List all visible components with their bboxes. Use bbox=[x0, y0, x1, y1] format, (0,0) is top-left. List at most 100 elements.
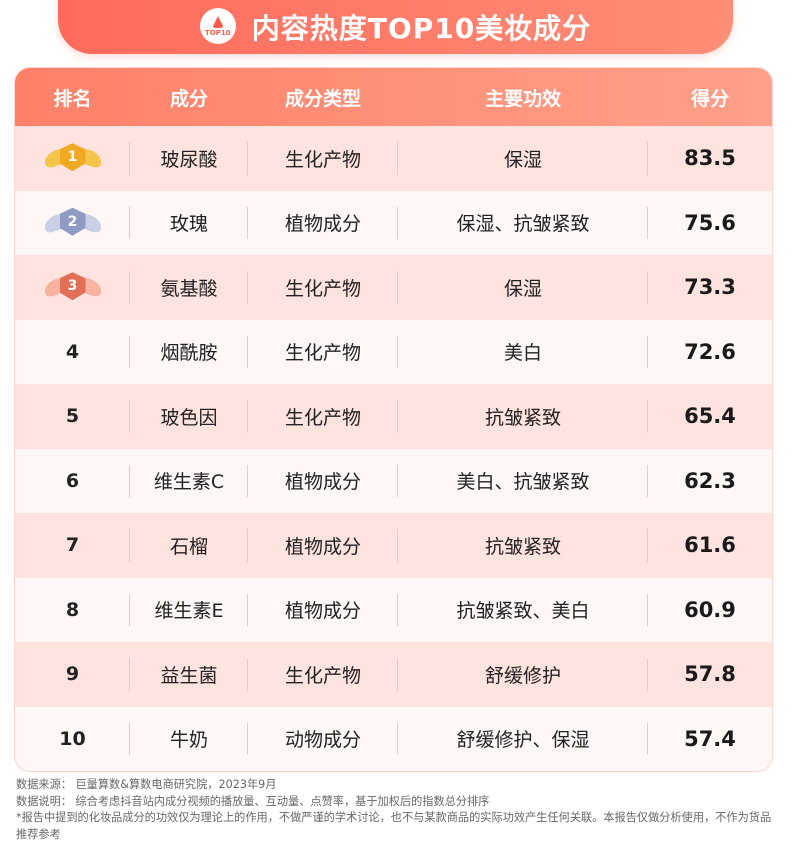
score-cell-text: 57.4 bbox=[684, 726, 736, 751]
rank-cell: 3 bbox=[15, 255, 130, 320]
footer-notes: 数据来源： 巨量算数&算数电商研究院，2023年9月 数据说明： 综合考虑抖音站… bbox=[16, 777, 778, 843]
effect-cell: 舒缓修护 bbox=[398, 642, 648, 707]
rank-cell: 6 bbox=[15, 449, 130, 514]
score-cell-text: 65.4 bbox=[684, 404, 736, 429]
rank-number: 10 bbox=[59, 727, 86, 750]
type-cell-text: 动物成分 bbox=[284, 729, 361, 752]
rank-cell: 5 bbox=[15, 384, 130, 449]
score-cell-text: 73.3 bbox=[684, 275, 736, 300]
type-cell: 生化产物 bbox=[248, 384, 398, 449]
score-cell-text: 75.6 bbox=[684, 210, 736, 235]
type-cell: 植物成分 bbox=[248, 191, 398, 256]
type-cell-text: 生化产物 bbox=[284, 406, 361, 429]
ingredient-cell: 维生素E bbox=[130, 578, 248, 643]
type-cell: 生化产物 bbox=[248, 642, 398, 707]
effect-cell: 保湿 bbox=[398, 255, 648, 320]
table-row: 5 玻色因 生化产物 抗皱紧致 65.4 bbox=[15, 384, 772, 449]
table-row: 1 玻尿酸 生化产物 保湿 83.5 bbox=[15, 126, 772, 191]
gold-medal-icon: 1 bbox=[44, 141, 101, 175]
type-cell-text: 植物成分 bbox=[284, 213, 361, 236]
rank-number: 4 bbox=[65, 340, 80, 363]
ingredient-cell: 玻尿酸 bbox=[130, 126, 248, 191]
effect-cell-text: 抗皱紧致 bbox=[484, 535, 561, 558]
ingredient-cell-text: 维生素C bbox=[153, 471, 225, 494]
rank-cell: 4 bbox=[15, 320, 130, 385]
rank-cell: 1 bbox=[15, 126, 130, 191]
score-cell: 73.3 bbox=[648, 255, 772, 320]
ingredient-cell-text: 维生素E bbox=[154, 600, 224, 623]
data-note: 数据说明： 综合考虑抖音站内成分视频的播放量、互动量、点赞率，基于加权后的指数总… bbox=[16, 794, 490, 808]
page-title: 内容热度TOP10美妆成分 bbox=[251, 12, 592, 45]
score-cell: 61.6 bbox=[648, 513, 772, 578]
type-cell: 动物成分 bbox=[248, 707, 398, 772]
ingredient-cell-text: 玫瑰 bbox=[169, 213, 208, 236]
score-cell: 72.6 bbox=[648, 320, 772, 385]
type-cell-text: 生化产物 bbox=[284, 664, 361, 687]
score-cell-text: 61.6 bbox=[684, 533, 736, 558]
rank-number: 1 bbox=[67, 149, 78, 166]
effect-cell-text: 抗皱紧致 bbox=[484, 406, 561, 429]
rank-number: 9 bbox=[65, 663, 80, 686]
ingredient-cell: 牛奶 bbox=[130, 707, 248, 772]
effect-cell: 舒缓修护、保湿 bbox=[398, 707, 648, 772]
score-cell: 65.4 bbox=[648, 384, 772, 449]
top10-logo-icon: TOP10 bbox=[199, 8, 236, 44]
effect-cell-text: 保湿、抗皱紧致 bbox=[456, 213, 590, 236]
score-cell: 57.8 bbox=[648, 642, 772, 707]
rank-cell: 2 bbox=[15, 191, 130, 256]
table-row: 4 烟酰胺 生化产物 美白 72.6 bbox=[15, 319, 772, 385]
disclaimer: *报告中提到的化妆品成分的功效仅为理论上的作用，不做严谨的学术讨论，也不与某款商… bbox=[16, 811, 772, 841]
flame-icon bbox=[211, 15, 224, 28]
rank-number: 5 bbox=[65, 405, 80, 428]
score-cell: 83.5 bbox=[648, 126, 772, 191]
effect-cell-text: 美白、抗皱紧致 bbox=[456, 471, 590, 494]
effect-cell-text: 美白 bbox=[503, 342, 542, 365]
rank-number: 3 bbox=[67, 278, 78, 295]
ingredient-cell: 玻色因 bbox=[130, 384, 248, 449]
title-banner: TOP10 内容热度TOP10美妆成分 bbox=[58, 0, 733, 54]
score-cell: 75.6 bbox=[648, 191, 772, 256]
header-rank: 排名 bbox=[53, 87, 92, 110]
ingredient-cell-text: 玻尿酸 bbox=[160, 148, 218, 171]
effect-cell: 抗皱紧致、美白 bbox=[398, 578, 648, 643]
table-row: 8 维生素E 植物成分 抗皱紧致、美白 60.9 bbox=[15, 577, 772, 643]
ingredient-cell-text: 玻色因 bbox=[160, 406, 218, 429]
ingredient-cell: 玫瑰 bbox=[130, 191, 248, 256]
type-cell: 植物成分 bbox=[248, 513, 398, 578]
effect-cell-text: 舒缓修护、保湿 bbox=[456, 729, 590, 752]
score-cell: 57.4 bbox=[648, 707, 772, 772]
table-row: 9 益生菌 生化产物 舒缓修护 57.8 bbox=[15, 642, 772, 707]
effect-cell: 美白、抗皱紧致 bbox=[398, 449, 648, 514]
header-ingredient: 成分 bbox=[169, 87, 208, 110]
type-cell-text: 植物成分 bbox=[284, 535, 361, 558]
table-row: 6 维生素C 植物成分 美白、抗皱紧致 62.3 bbox=[15, 448, 772, 514]
rank-cell: 9 bbox=[15, 642, 130, 707]
effect-cell-text: 舒缓修护 bbox=[484, 664, 561, 687]
effect-cell-text: 保湿 bbox=[503, 148, 542, 171]
rank-number: 6 bbox=[65, 469, 80, 492]
ingredient-cell-text: 氨基酸 bbox=[160, 277, 218, 300]
table-row: 10 牛奶 动物成分 舒缓修护、保湿 57.4 bbox=[15, 706, 772, 772]
type-cell: 生化产物 bbox=[248, 126, 398, 191]
rank-number: 8 bbox=[65, 598, 80, 621]
ingredient-cell: 石榴 bbox=[130, 513, 248, 578]
ingredient-cell: 烟酰胺 bbox=[130, 320, 248, 385]
effect-cell: 保湿、抗皱紧致 bbox=[398, 191, 648, 256]
type-cell-text: 生化产物 bbox=[284, 277, 361, 300]
effect-cell-text: 保湿 bbox=[503, 277, 542, 300]
table-body: 1 玻尿酸 生化产物 保湿 83.5 2 玫瑰 植物成分 保湿、抗皱紧致 75.6 3 氨基酸 生化产物… bbox=[15, 126, 772, 771]
type-cell: 生化产物 bbox=[248, 255, 398, 320]
type-cell-text: 生化产物 bbox=[284, 342, 361, 365]
effect-cell-text: 抗皱紧致、美白 bbox=[456, 600, 590, 623]
bronze-medal-icon: 3 bbox=[44, 270, 101, 304]
ingredient-cell-text: 牛奶 bbox=[169, 729, 208, 752]
effect-cell: 抗皱紧致 bbox=[398, 513, 648, 578]
ingredient-cell: 维生素C bbox=[130, 449, 248, 514]
type-cell: 生化产物 bbox=[248, 320, 398, 385]
effect-cell: 保湿 bbox=[398, 126, 648, 191]
type-cell-text: 植物成分 bbox=[284, 471, 361, 494]
header-type: 成分类型 bbox=[284, 87, 361, 110]
score-cell-text: 62.3 bbox=[684, 468, 736, 493]
rank-number: 2 bbox=[67, 213, 78, 230]
type-cell-text: 生化产物 bbox=[284, 148, 361, 171]
